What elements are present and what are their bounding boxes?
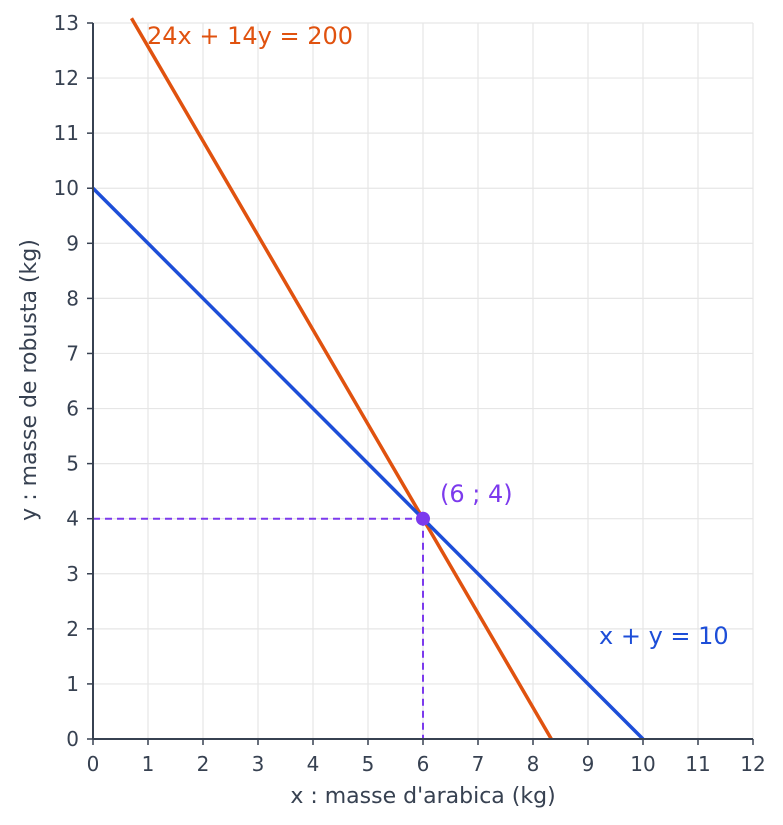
y-tick-label: 7 bbox=[66, 341, 79, 365]
y-tick-label: 11 bbox=[54, 121, 79, 145]
y-tick-label: 5 bbox=[66, 452, 79, 476]
x-tick-label: 12 bbox=[740, 752, 765, 776]
blue-line-equation: x + y = 10 bbox=[599, 622, 729, 650]
y-tick-label: 1 bbox=[66, 672, 79, 696]
x-tick-label: 10 bbox=[630, 752, 655, 776]
chart-labels: x : masse d'arabica (kg) y : masse de ro… bbox=[17, 22, 729, 809]
x-tick-label: 2 bbox=[197, 752, 210, 776]
y-tick-label: 9 bbox=[66, 231, 79, 255]
y-tick-label: 6 bbox=[66, 397, 79, 421]
x-tick-label: 0 bbox=[87, 752, 100, 776]
x-tick-label: 6 bbox=[417, 752, 430, 776]
x-tick-label: 5 bbox=[362, 752, 375, 776]
x-tick-label: 11 bbox=[685, 752, 710, 776]
y-tick-label: 2 bbox=[66, 617, 79, 641]
y-tick-label: 13 bbox=[54, 11, 79, 35]
orange-line-equation: 24x + 14y = 200 bbox=[147, 22, 353, 50]
x-tick-label: 9 bbox=[582, 752, 595, 776]
x-tick-label: 8 bbox=[527, 752, 540, 776]
series-line-1 bbox=[91, 186, 645, 741]
intersection-label: (6 ; 4) bbox=[440, 480, 513, 508]
y-axis-title: y : masse de robusta (kg) bbox=[17, 239, 42, 521]
series-group bbox=[91, 17, 645, 741]
x-tick-label: 1 bbox=[142, 752, 155, 776]
y-tick-label: 8 bbox=[66, 286, 79, 310]
y-tick-label: 0 bbox=[66, 727, 79, 751]
y-tick-label: 12 bbox=[54, 66, 79, 90]
x-axis-title: x : masse d'arabica (kg) bbox=[290, 784, 555, 809]
y-tick-label: 10 bbox=[54, 176, 79, 200]
y-tick-label: 4 bbox=[66, 507, 79, 531]
x-tick-label: 4 bbox=[307, 752, 320, 776]
series-line-0 bbox=[129, 17, 553, 740]
x-tick-label: 3 bbox=[252, 752, 265, 776]
intersection-point bbox=[416, 511, 430, 526]
x-tick-label: 7 bbox=[472, 752, 485, 776]
y-tick-label: 3 bbox=[66, 562, 79, 586]
intersection-guides bbox=[93, 517, 424, 739]
